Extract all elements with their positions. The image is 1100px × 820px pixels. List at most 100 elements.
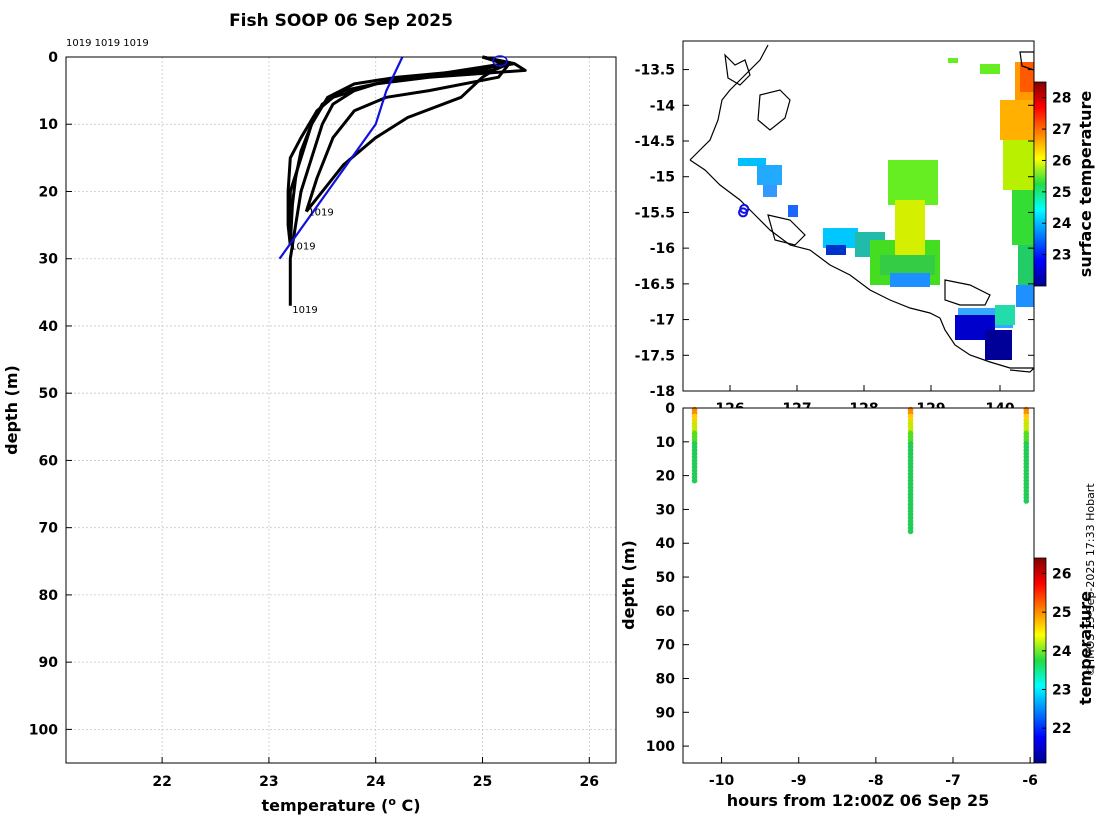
time-x-tick-label: -8 — [868, 773, 884, 789]
depth-time-plot: -10 -9 -8 -7 -6 0 10 20 30 40 50 60 70 80 90 100 hours… — [619, 401, 1095, 810]
cast-point — [1023, 498, 1030, 504]
imos-credit: © IMOS 15-Sep-2025 17:33 Hobart — [1084, 483, 1097, 677]
map-colorbar-tick-label: 23 — [1052, 248, 1071, 264]
cast-id-label: 1019 — [290, 241, 315, 252]
coast-islands — [724, 51, 1034, 306]
profile-y-label: depth (m) — [2, 365, 21, 455]
temp-colorbar-ticks: 22 23 24 25 26 — [1042, 566, 1072, 737]
y-tick-label: 100 — [29, 722, 58, 738]
time-y-tick-label: 20 — [656, 469, 676, 485]
map-colorbar-tick-label: 25 — [1052, 185, 1071, 201]
depth-time-y-label: depth (m) — [619, 540, 638, 630]
time-y-tick-label: 80 — [656, 671, 676, 687]
map-colorbar-tick-label: 28 — [1052, 91, 1071, 107]
map-y-tick-label: -14 — [650, 98, 676, 114]
y-tick-label: 80 — [39, 588, 59, 604]
depth-time-area — [683, 408, 1034, 763]
time-x-tick-label: -6 — [1022, 773, 1038, 789]
map-y-tick-label: -18 — [650, 384, 675, 400]
depth-time-x-label: hours from 12:00Z 06 Sep 25 — [727, 791, 989, 810]
depth-time-x-ticks: -10 -9 -8 -7 -6 — [709, 757, 1038, 789]
y-tick-label: 70 — [39, 521, 59, 537]
y-tick-label: 40 — [39, 319, 59, 335]
time-x-tick-label: -7 — [945, 773, 961, 789]
cast-points — [691, 406, 1030, 535]
profile-lines — [278, 55, 527, 306]
temp-colorbar-tick-label: 23 — [1052, 683, 1071, 699]
cast-point — [691, 477, 698, 484]
cast-id-label: 1019 — [292, 305, 317, 316]
sst-patches — [738, 58, 1034, 360]
y-tick-label: 50 — [39, 386, 59, 402]
x-tick-label: 23 — [259, 774, 278, 790]
y-tick-label: 90 — [39, 655, 59, 671]
y-tick-label: 60 — [39, 453, 59, 469]
map-colorbar-tick-label: 26 — [1052, 153, 1071, 169]
temp-colorbar-tick-label: 22 — [1052, 721, 1071, 737]
temp-colorbar-tick-label: 25 — [1052, 605, 1071, 621]
temp-colorbar — [1033, 557, 1047, 764]
x-tick-label: 22 — [152, 774, 171, 790]
map-colorbar-tick-label: 24 — [1052, 216, 1072, 232]
map-colorbar-tick-label: 27 — [1052, 122, 1071, 138]
y-tick-label: 10 — [39, 117, 59, 133]
sst-map: -13.5 -14 -14.5 -15 -15.5 -16 -16.5 -17 -17.5 -18… — [635, 40, 1095, 417]
x-tick-label: 26 — [580, 774, 599, 790]
x-tick-label: 24 — [366, 774, 386, 790]
ship-markers — [738, 203, 750, 218]
time-x-tick-label: -9 — [791, 773, 807, 789]
time-y-tick-label: 60 — [656, 604, 676, 620]
time-y-tick-label: 30 — [656, 502, 676, 518]
map-y-tick-label: -16.5 — [635, 277, 675, 293]
profile-x-label: temperature (o C) — [261, 795, 420, 815]
cast-id-label: 1019 — [308, 208, 333, 219]
y-tick-label: 20 — [39, 184, 59, 200]
profile-1-line — [288, 55, 527, 306]
ship-position-marker — [739, 203, 750, 214]
surface-marker — [492, 55, 508, 67]
map-y-tick-label: -14.5 — [635, 134, 675, 150]
profile-4-line — [288, 55, 516, 246]
climatology-line — [278, 56, 404, 260]
time-y-tick-label: 10 — [656, 435, 676, 451]
map-y-ticks: -13.5 -14 -14.5 -15 -15.5 -16 -16.5 -17 -17.5 -18 — [635, 63, 1034, 400]
y-tick-label: 0 — [48, 50, 58, 66]
time-y-tick-label: 0 — [665, 401, 675, 417]
profile-plot-frame — [65, 56, 617, 764]
depth-time-y-ticks: 0 10 20 30 40 50 60 70 80 90 100 — [646, 401, 689, 755]
x-tick-label: 25 — [473, 774, 492, 790]
temp-colorbar-label: temperature — [1076, 591, 1095, 705]
map-colorbar-ticks: 23 24 25 26 27 28 — [1042, 91, 1072, 264]
time-y-tick-label: 90 — [656, 705, 676, 721]
map-y-tick-label: -13.5 — [635, 63, 675, 79]
time-x-tick-label: -10 — [709, 773, 735, 789]
map-y-tick-label: -17.5 — [635, 348, 675, 364]
time-y-tick-label: 40 — [656, 536, 676, 552]
profile-top-labels: 1019 1019 1019 — [66, 38, 149, 49]
temp-colorbar-tick-label: 26 — [1052, 566, 1071, 582]
map-y-tick-label: -17 — [650, 313, 675, 329]
time-y-tick-label: 100 — [646, 739, 675, 755]
time-y-tick-label: 70 — [656, 638, 676, 654]
temp-colorbar-tick-label: 24 — [1052, 644, 1072, 660]
profile-5-line — [304, 55, 511, 213]
coastline — [689, 44, 1034, 373]
profile-cast-labels: 1019 1019 1019 — [290, 208, 334, 316]
profile-y-ticks: 0 10 20 30 40 50 60 70 80 90 100 — [29, 50, 72, 738]
map-y-tick-label: -15 — [650, 170, 675, 186]
profile-grid — [66, 56, 616, 763]
profile-x-ticks: 22 23 24 25 26 — [152, 757, 599, 790]
profile-plot-area — [66, 57, 616, 763]
profile-3-line — [286, 55, 506, 246]
map-y-tick-label: -15.5 — [635, 205, 675, 221]
cast-point — [907, 528, 914, 535]
profile-6-line — [305, 55, 506, 213]
map-y-tick-label: -16 — [650, 241, 675, 257]
map-colorbar-label: surface temperature — [1076, 91, 1095, 278]
figure-title: Fish SOOP 06 Sep 2025 — [229, 11, 453, 31]
map-content — [689, 44, 1034, 373]
y-tick-label: 30 — [39, 252, 59, 268]
time-y-tick-label: 50 — [656, 570, 676, 586]
